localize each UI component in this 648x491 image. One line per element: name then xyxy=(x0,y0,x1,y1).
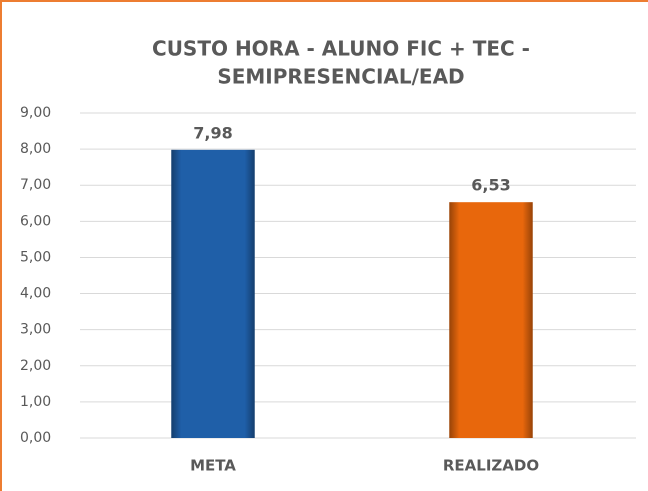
y-tick-label: 9,00 xyxy=(20,105,51,121)
bar-shade xyxy=(171,149,255,439)
value-label: 6,53 xyxy=(471,176,510,195)
y-tick-label: 8,00 xyxy=(20,141,51,157)
y-tick-label: 0,00 xyxy=(20,430,51,446)
y-tick-label: 4,00 xyxy=(20,286,51,302)
y-tick-label: 3,00 xyxy=(20,322,51,338)
y-tick-label: 5,00 xyxy=(20,249,51,265)
y-tick-label: 6,00 xyxy=(20,213,51,229)
value-label: 7,98 xyxy=(193,123,232,142)
chart-title: CUSTO HORA - ALUNO FIC + TEC - xyxy=(152,37,530,61)
y-tick-label: 1,00 xyxy=(20,394,51,410)
x-tick-label: META xyxy=(190,457,236,475)
bar-shade xyxy=(449,202,533,438)
y-tick-label: 2,00 xyxy=(20,358,51,374)
chart-title: SEMIPRESENCIAL/EAD xyxy=(217,65,464,89)
x-tick-label: REALIZADO xyxy=(443,457,539,475)
y-tick-label: 7,00 xyxy=(20,177,51,193)
